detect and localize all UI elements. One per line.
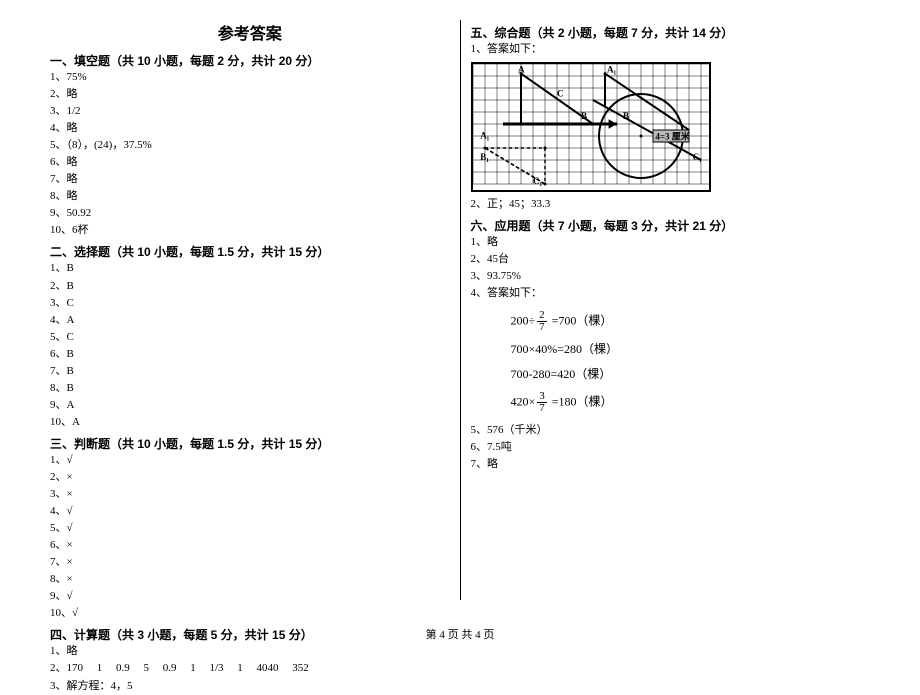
s3-2: 2、× [50, 469, 450, 486]
svg-text:C₁: C₁ [533, 176, 542, 186]
s1-6: 6、略 [50, 154, 450, 171]
page-footer: 第 4 页 共 4 页 [0, 626, 920, 642]
s2-5: 5、C [50, 329, 450, 346]
s3-1: 1、√ [50, 452, 450, 469]
s2-2: 2、B [50, 278, 450, 295]
s1-8: 8、略 [50, 188, 450, 205]
right-column: 五、综合题（共 2 小题，每题 7 分，共计 14 分） 1、答案如下： AA₁… [461, 20, 881, 600]
s3-3: 3、× [50, 486, 450, 503]
svg-text:B₁: B₁ [480, 152, 489, 162]
s1-5: 5、（8），(24)，37.5% [50, 137, 450, 154]
s1-7: 7、略 [50, 171, 450, 188]
s3-4: 4、√ [50, 503, 450, 520]
eq3: 700-280=420（棵） [511, 366, 871, 383]
section-2-head: 二、选择题（共 10 小题，每题 1.5 分，共计 15 分） [50, 243, 450, 260]
s6-b3: 3、93.75% [471, 268, 871, 285]
s1-9: 9、50.92 [50, 205, 450, 222]
eq4-frac: 37 [537, 391, 547, 414]
s2-8: 8、B [50, 380, 450, 397]
s1-4: 4、略 [50, 120, 450, 137]
s6-a3: 7、略 [471, 456, 871, 473]
eq2: 700×40%=280（棵） [511, 341, 871, 358]
svg-text:B: B [581, 111, 587, 121]
s4-2: 2、170 1 0.9 5 0.9 1 1/3 1 4040 352 [50, 660, 450, 677]
s6-b4: 4、答案如下： [471, 285, 871, 302]
eq4-a: 420× [511, 394, 536, 408]
eq1-frac: 27 [537, 310, 547, 333]
svg-text:4=3 厘米: 4=3 厘米 [655, 131, 690, 142]
s6-b1: 1、略 [471, 234, 871, 251]
eq4: 420×37 =180（棵） [511, 391, 871, 414]
s3-9: 9、√ [50, 588, 450, 605]
svg-text:C: C [557, 88, 564, 98]
eq4-b: =180（棵） [549, 394, 613, 408]
geometry-diagram: AA₁CBA₁B₁C₁BC₁4=3 厘米 [471, 62, 711, 192]
section-3-head: 三、判断题（共 10 小题，每题 1.5 分，共计 15 分） [50, 435, 450, 452]
section-5-head: 五、综合题（共 2 小题，每题 7 分，共计 14 分） [471, 24, 871, 41]
s1-10: 10、6杯 [50, 222, 450, 239]
section-6-head: 六、应用题（共 7 小题，每题 3 分，共计 21 分） [471, 217, 871, 234]
s6-a2: 6、7.5吨 [471, 439, 871, 456]
s2-6: 6、B [50, 346, 450, 363]
svg-text:A₁: A₁ [607, 64, 616, 74]
s3-7: 7、× [50, 554, 450, 571]
s2-7: 7、B [50, 363, 450, 380]
s1-1: 1、75% [50, 69, 450, 86]
s4-1: 1、略 [50, 643, 450, 660]
s6-b2: 2、45台 [471, 251, 871, 268]
s6-a1: 5、576（千米） [471, 422, 871, 439]
s3-10: 10、√ [50, 605, 450, 622]
s5-before-1: 1、答案如下： [471, 41, 871, 58]
eq1-a: 200÷ [511, 314, 536, 328]
s4-3: 3、解方程：4，5 [50, 678, 450, 695]
s2-9: 9、A [50, 397, 450, 414]
page-title: 参考答案 [50, 20, 450, 44]
svg-text:A₁: A₁ [480, 130, 489, 140]
s1-2: 2、略 [50, 86, 450, 103]
svg-text:C₁: C₁ [692, 152, 701, 162]
left-column: 参考答案 一、填空题（共 10 小题，每题 2 分，共计 20 分） 1、75%… [40, 20, 461, 600]
s3-5: 5、√ [50, 520, 450, 537]
s3-8: 8、× [50, 571, 450, 588]
svg-text:B: B [623, 111, 629, 121]
s5-after-1: 2、正；45；33.3 [471, 196, 871, 213]
s2-10: 10、A [50, 414, 450, 431]
s2-4: 4、A [50, 312, 450, 329]
section-1-head: 一、填空题（共 10 小题，每题 2 分，共计 20 分） [50, 52, 450, 69]
s2-3: 3、C [50, 295, 450, 312]
eq1: 200÷27 =700（棵） [511, 310, 871, 333]
s3-6: 6、× [50, 537, 450, 554]
s2-1: 1、B [50, 260, 450, 277]
eq1-b: =700（棵） [549, 314, 613, 328]
s1-3: 3、1/2 [50, 103, 450, 120]
